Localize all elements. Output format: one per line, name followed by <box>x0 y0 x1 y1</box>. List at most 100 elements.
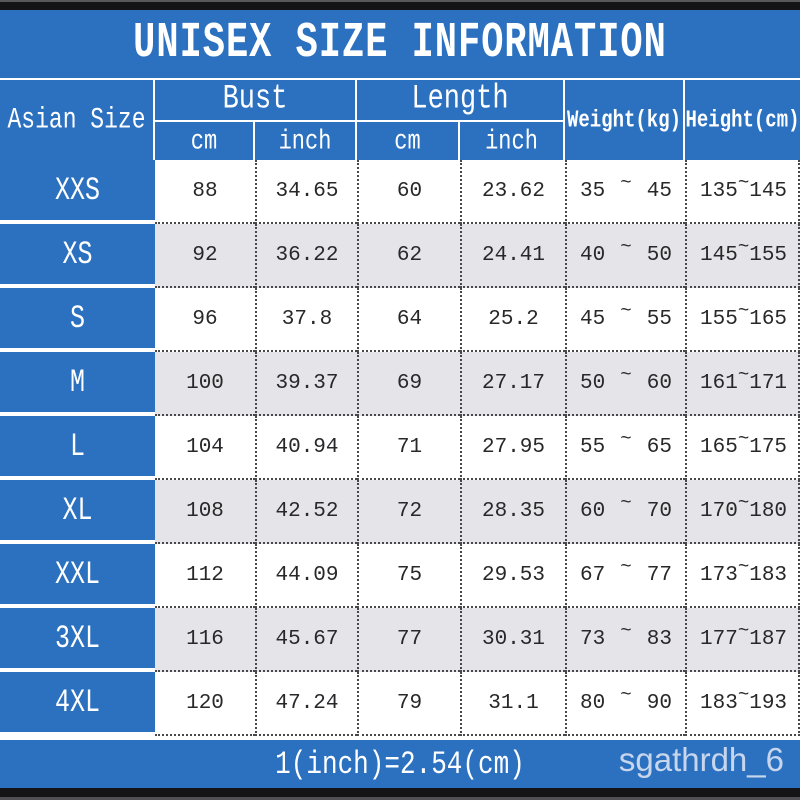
height-range: 173 ~183 <box>685 544 800 608</box>
tilde-separator: ~ <box>737 428 750 450</box>
table-row: 4XL 120 47.24 79 31.1 80 ~90 183 ~193 <box>0 672 800 736</box>
tilde-separator: ~ <box>737 556 750 578</box>
length-inch-value: 30.31 <box>460 608 565 672</box>
length-cm-value: 69 <box>357 352 460 416</box>
size-label-text: XS <box>62 235 93 273</box>
size-label: S <box>0 288 155 352</box>
top-dark-bar <box>0 0 800 10</box>
length-cm-value: 77 <box>357 608 460 672</box>
height-max: 187 <box>749 627 788 651</box>
height-range: 161 ~171 <box>685 352 800 416</box>
bust-cm-value: 104 <box>155 416 255 480</box>
tilde-separator: ~ <box>737 492 750 514</box>
height-max: 155 <box>749 243 788 267</box>
height-max: 165 <box>749 307 788 331</box>
size-label: XS <box>0 224 155 288</box>
bust-cm-value: 92 <box>155 224 255 288</box>
bust-inch-value: 34.65 <box>255 160 357 224</box>
tilde-separator: ~ <box>620 172 632 194</box>
length-inch-value: 23.62 <box>460 160 565 224</box>
tilde-separator: ~ <box>620 620 632 642</box>
bust-cm-value: 100 <box>155 352 255 416</box>
bust-cm-value: 116 <box>155 608 255 672</box>
height-min: 173 <box>700 563 738 587</box>
weight-min: 73 <box>580 627 606 651</box>
weight-max: 83 <box>646 627 672 651</box>
table-row: M 100 39.37 69 27.17 50 ~60 161 ~171 <box>0 352 800 416</box>
length-inch-value: 25.2 <box>460 288 565 352</box>
weight-max: 55 <box>646 307 672 331</box>
length-inch-unit-header: inch <box>460 122 563 160</box>
weight-range: 67 ~77 <box>565 544 685 608</box>
height-range: 155 ~165 <box>685 288 800 352</box>
tilde-separator: ~ <box>737 300 750 322</box>
tilde-separator: ~ <box>737 684 750 706</box>
page-title: UNISEX SIZE INFORMATION <box>133 15 667 73</box>
height-max: 175 <box>749 435 788 459</box>
size-label: XXL <box>0 544 155 608</box>
length-inch-value: 28.35 <box>460 480 565 544</box>
size-label-text: S <box>69 299 85 337</box>
table-row: 3XL 116 45.67 77 30.31 73 ~83 177 ~187 <box>0 608 800 672</box>
height-max: 193 <box>749 691 788 715</box>
tilde-separator: ~ <box>620 236 632 258</box>
height-min: 177 <box>700 627 738 651</box>
size-label-text: 4XL <box>54 683 100 721</box>
height-header-label: Height(cm) <box>685 105 800 135</box>
length-cm-value: 75 <box>357 544 460 608</box>
corner-header-label: Asian Size <box>7 103 146 137</box>
weight-range: 60 ~70 <box>565 480 685 544</box>
unit-label: inch <box>485 125 538 157</box>
table-row: XS 92 36.22 62 24.41 40 ~50 145 ~155 <box>0 224 800 288</box>
length-inch-value: 27.95 <box>460 416 565 480</box>
table-row: XL 108 42.52 72 28.35 60 ~70 170 ~180 <box>0 480 800 544</box>
weight-min: 45 <box>580 307 606 331</box>
height-range: 135 ~145 <box>685 160 800 224</box>
length-cm-value: 62 <box>357 224 460 288</box>
height-range: 165 ~175 <box>685 416 800 480</box>
unit-label: inch <box>278 125 332 157</box>
unit-label: cm <box>190 125 218 157</box>
bust-inch-value: 39.37 <box>255 352 357 416</box>
unit-label: cm <box>394 125 421 157</box>
tilde-separator: ~ <box>620 364 632 386</box>
height-min: 170 <box>700 499 738 523</box>
weight-range: 45 ~55 <box>565 288 685 352</box>
size-label: M <box>0 352 155 416</box>
tilde-separator: ~ <box>620 556 632 578</box>
length-cm-unit-header: cm <box>357 122 458 160</box>
footer-band: 1(inch)=2.54(cm) sgathrdh_6 <box>0 740 800 788</box>
weight-range: 40 ~50 <box>565 224 685 288</box>
table-row: XXL 112 44.09 75 29.53 67 ~77 173 ~183 <box>0 544 800 608</box>
height-min: 165 <box>700 435 738 459</box>
conversion-note: 1(inch)=2.54(cm) <box>275 745 525 783</box>
bust-inch-unit-header: inch <box>255 122 355 160</box>
bottom-dark-bar <box>0 788 800 800</box>
bust-inch-value: 47.24 <box>255 672 357 736</box>
bust-cm-value: 112 <box>155 544 255 608</box>
weight-max: 77 <box>646 563 672 587</box>
size-label-text: XXS <box>54 171 100 209</box>
bust-group-header: Bust <box>155 80 355 120</box>
height-max: 183 <box>749 563 788 587</box>
tilde-separator: ~ <box>620 492 632 514</box>
weight-max: 70 <box>646 499 672 523</box>
title-band: UNISEX SIZE INFORMATION <box>0 10 800 78</box>
weight-min: 40 <box>580 243 606 267</box>
bust-group-label: Bust <box>222 80 288 120</box>
tilde-separator: ~ <box>620 300 632 322</box>
table-row: S 96 37.8 64 25.2 45 ~55 155 ~165 <box>0 288 800 352</box>
tilde-separator: ~ <box>620 684 632 706</box>
bust-inch-value: 42.52 <box>255 480 357 544</box>
weight-min: 80 <box>580 691 606 715</box>
bust-inch-value: 40.94 <box>255 416 357 480</box>
weight-header-label: Weight(kg) <box>566 105 682 135</box>
length-group-header: Length <box>357 80 563 120</box>
length-inch-value: 27.17 <box>460 352 565 416</box>
height-min: 183 <box>700 691 738 715</box>
bust-inch-value: 37.8 <box>255 288 357 352</box>
height-header: Height(cm) <box>685 80 800 160</box>
length-inch-value: 24.41 <box>460 224 565 288</box>
bust-cm-value: 120 <box>155 672 255 736</box>
